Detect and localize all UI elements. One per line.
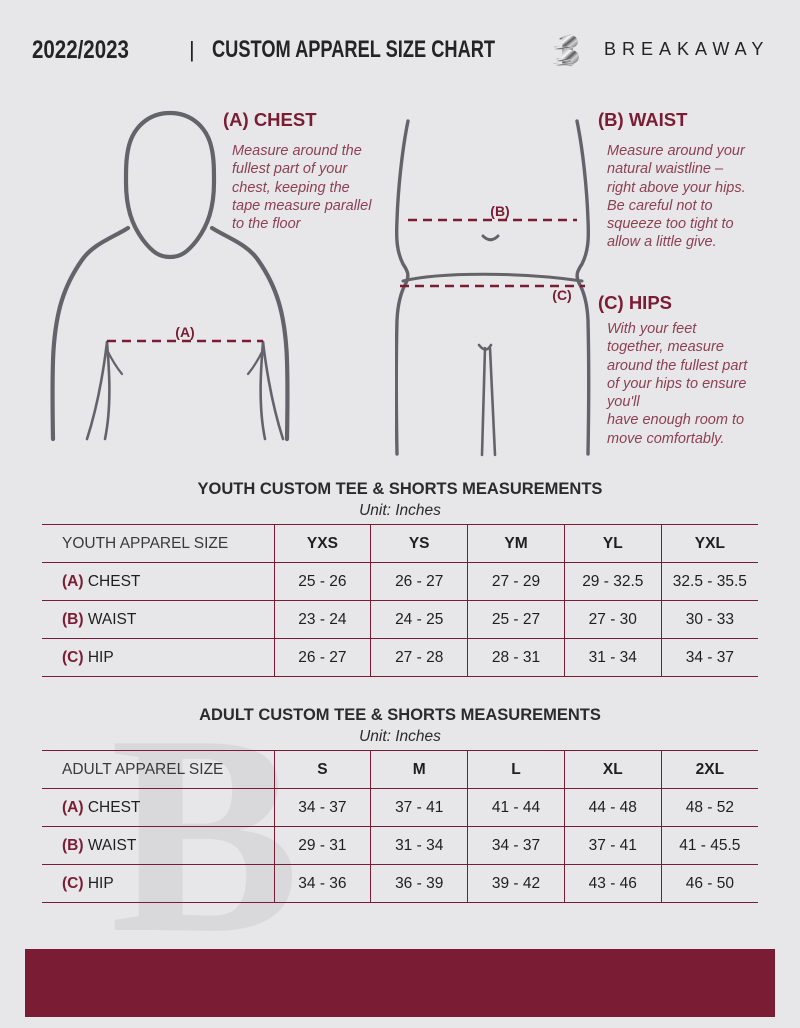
svg-text:(C): (C) [552, 287, 571, 303]
svg-text:(A): (A) [175, 324, 194, 340]
svg-text:(B): (B) [490, 203, 509, 219]
